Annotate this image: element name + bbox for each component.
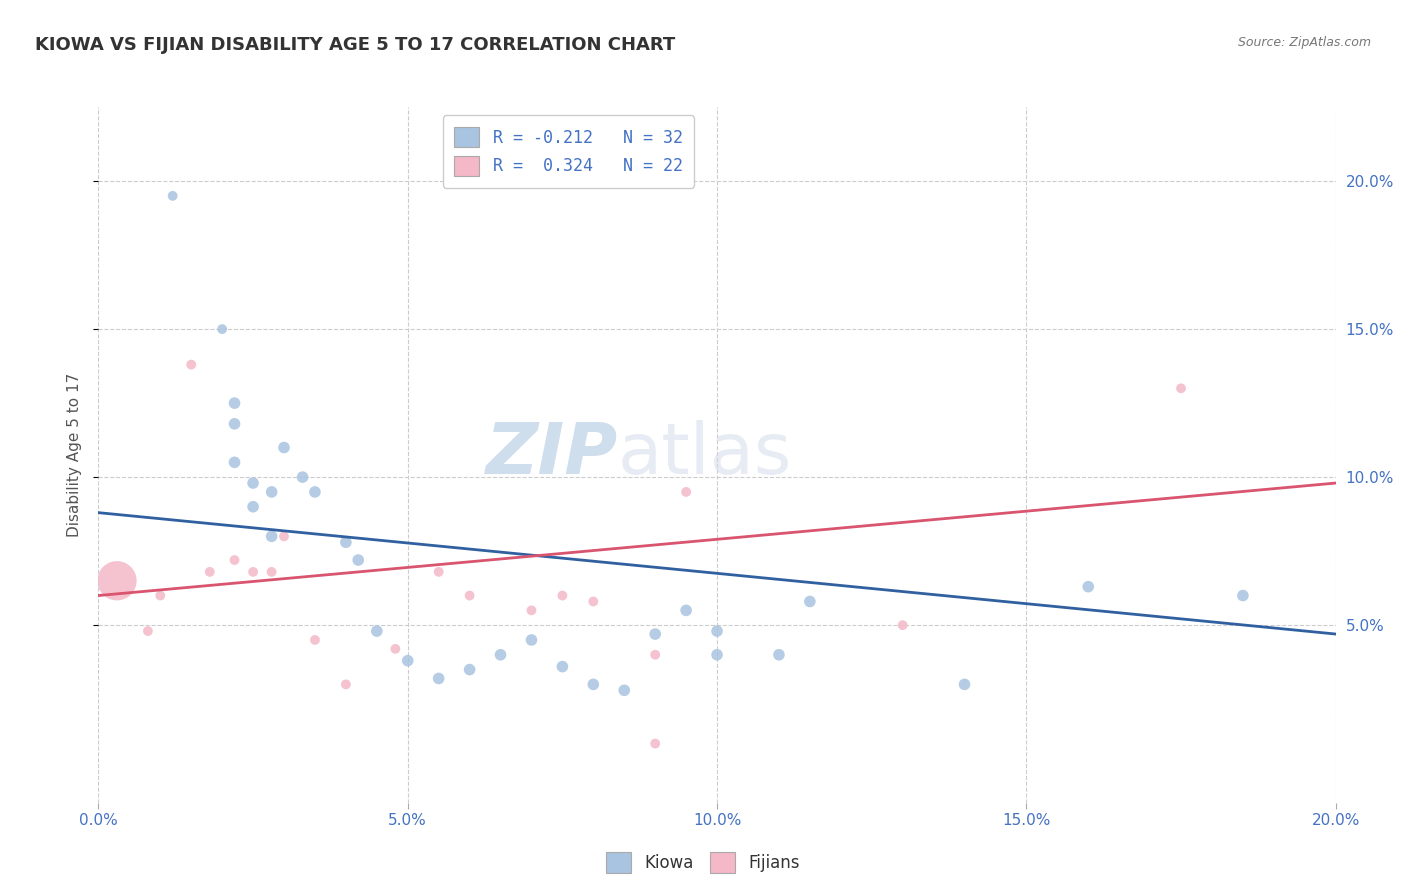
Point: [260, 484, 283, 499]
Point: [644, 648, 666, 662]
Text: atlas: atlas: [619, 420, 793, 490]
Point: [644, 737, 666, 751]
Point: [582, 594, 605, 608]
Point: [180, 358, 202, 372]
Legend: R = -0.212   N = 32, R =  0.324   N = 22: R = -0.212 N = 32, R = 0.324 N = 22: [443, 115, 695, 187]
Point: [242, 476, 264, 491]
Point: [136, 624, 159, 638]
Point: [384, 641, 406, 656]
Text: ZIP: ZIP: [486, 420, 619, 490]
Y-axis label: Disability Age 5 to 17: Disability Age 5 to 17: [67, 373, 83, 537]
Point: [644, 627, 666, 641]
Point: [551, 659, 574, 673]
Point: [335, 677, 357, 691]
Point: [149, 589, 172, 603]
Point: [582, 677, 605, 691]
Point: [706, 624, 728, 638]
Point: [224, 455, 246, 469]
Point: [198, 565, 221, 579]
Point: [211, 322, 233, 336]
Point: [273, 529, 295, 543]
Point: [520, 632, 543, 647]
Point: [706, 648, 728, 662]
Point: [224, 396, 246, 410]
Point: [1232, 589, 1254, 603]
Point: [427, 565, 450, 579]
Point: [242, 500, 264, 514]
Point: [1170, 381, 1192, 395]
Point: [953, 677, 976, 691]
Point: [224, 553, 246, 567]
Point: [366, 624, 388, 638]
Point: [304, 484, 326, 499]
Legend: Kiowa, Fijians: Kiowa, Fijians: [599, 846, 807, 880]
Point: [335, 535, 357, 549]
Text: KIOWA VS FIJIAN DISABILITY AGE 5 TO 17 CORRELATION CHART: KIOWA VS FIJIAN DISABILITY AGE 5 TO 17 C…: [35, 36, 675, 54]
Point: [675, 603, 697, 617]
Point: [273, 441, 295, 455]
Point: [291, 470, 314, 484]
Point: [551, 589, 574, 603]
Point: [489, 648, 512, 662]
Point: [458, 663, 481, 677]
Point: [768, 648, 790, 662]
Point: [162, 189, 184, 203]
Point: [675, 484, 697, 499]
Point: [105, 574, 128, 588]
Point: [799, 594, 821, 608]
Point: [891, 618, 914, 632]
Point: [396, 654, 419, 668]
Point: [347, 553, 370, 567]
Point: [304, 632, 326, 647]
Point: [613, 683, 636, 698]
Point: [260, 565, 283, 579]
Point: [458, 589, 481, 603]
Point: [1077, 580, 1099, 594]
Text: Source: ZipAtlas.com: Source: ZipAtlas.com: [1237, 36, 1371, 49]
Point: [224, 417, 246, 431]
Point: [242, 565, 264, 579]
Point: [520, 603, 543, 617]
Point: [427, 672, 450, 686]
Point: [260, 529, 283, 543]
